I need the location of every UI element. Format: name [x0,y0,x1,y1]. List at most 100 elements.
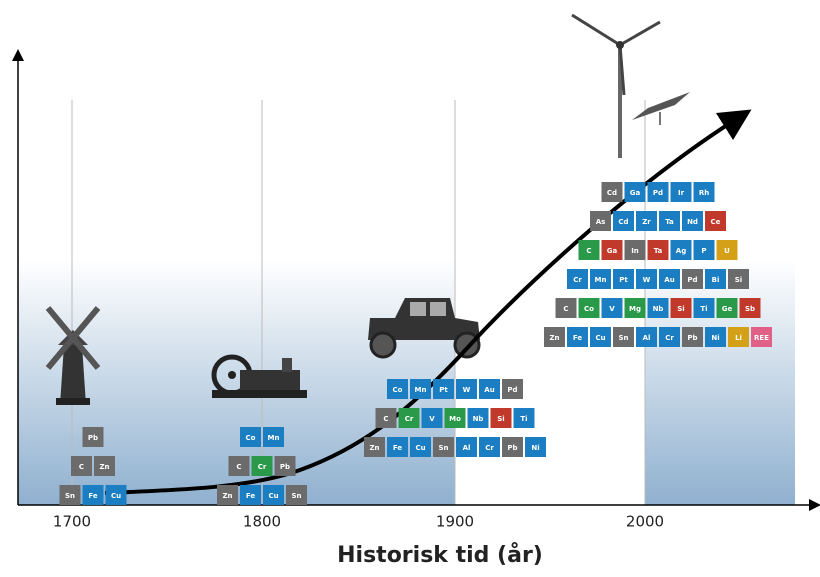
element-symbol: Cu [595,334,605,342]
element-block: Sn [286,485,307,505]
element-block: C [556,298,577,318]
element-symbol: C [563,305,568,313]
element-symbol: Pd [653,189,663,197]
diagram: Historisk tid (år) 1700 1800 1900 2000 Sn Fe… [0,0,820,573]
element-block: Co [240,427,261,447]
element-symbol: Zr [642,218,651,226]
element-symbol: Si [735,276,742,284]
element-symbol: Rh [699,189,709,197]
element-symbol: Ta [654,247,663,255]
year-label: 1900 [436,513,474,531]
element-symbol: Ir [678,189,685,197]
element-block: Pd [682,269,703,289]
element-block: Pt [613,269,634,289]
element-block: Nd [682,211,703,231]
element-symbol: Ta [665,218,674,226]
element-block: Pb [83,427,104,447]
element-symbol: Mn [595,276,607,284]
element-block: Ag [671,240,692,260]
element-symbol: Cr [485,444,494,452]
element-block: Cd [602,182,623,202]
element-symbol: Cr [573,276,582,284]
element-symbol: Zn [222,492,232,500]
element-block: Fe [83,485,104,505]
element-symbol: Sn [65,492,75,500]
element-symbol: Cu [111,492,121,500]
element-block: Zn [364,437,385,457]
element-symbol: In [631,247,639,255]
element-block: Ga [625,182,646,202]
element-symbol: Cr [405,415,414,423]
element-block: Mn [590,269,611,289]
element-symbol: Ti [700,305,707,313]
element-block: REE [751,327,772,347]
year-label: 1700 [53,513,91,531]
element-block: Co [579,298,600,318]
element-symbol: Co [393,386,403,394]
element-symbol: Cd [618,218,628,226]
element-block: Si [671,298,692,318]
element-block: Ni [525,437,546,457]
element-block: Fe [240,485,261,505]
year-label: 2000 [626,513,664,531]
element-symbol: C [586,247,591,255]
element-block: Ce [705,211,726,231]
element-block: Ni [705,327,726,347]
element-symbol: Al [643,334,651,342]
element-block: W [456,379,477,399]
element-block: Cu [263,485,284,505]
element-block: Ta [659,211,680,231]
element-block: Ta [648,240,669,260]
element-symbol: Pd [687,276,697,284]
element-block: Al [456,437,477,457]
axis-label: Historisk tid (år) [337,542,543,568]
element-block: Pb [682,327,703,347]
element-symbol: Si [497,415,504,423]
element-block: Pd [502,379,523,399]
element-block: Pd [648,182,669,202]
element-block: Sb [740,298,761,318]
element-block: Cr [399,408,420,428]
element-block: Cu [590,327,611,347]
element-symbol: As [596,218,606,226]
element-symbol: Ni [531,444,539,452]
element-block: Ir [671,182,692,202]
element-symbol: Cu [268,492,278,500]
element-block: Al [636,327,657,347]
element-symbol: Fe [573,334,582,342]
element-symbol: Pb [507,444,517,452]
element-symbol: Al [463,444,471,452]
element-block: Pt [433,379,454,399]
element-symbol: V [609,305,615,313]
element-symbol: Pd [507,386,517,394]
element-block: As [590,211,611,231]
element-symbol: P [701,247,706,255]
element-block: Ga [602,240,623,260]
element-symbol: Pt [619,276,628,284]
element-symbol: Mo [449,415,461,423]
element-symbol: Mn [268,434,280,442]
element-symbol: C [79,463,84,471]
element-symbol: Cu [415,444,425,452]
element-symbol: Bi [712,276,720,284]
element-symbol: Mg [629,305,641,313]
element-symbol: Zn [549,334,559,342]
element-block: P [694,240,715,260]
element-block: Ge [717,298,738,318]
element-symbol: REE [754,334,769,342]
year-label: 1800 [243,513,281,531]
element-block: Zr [636,211,657,231]
element-symbol: Si [677,305,684,313]
element-block: Sn [60,485,81,505]
element-block: Cr [659,327,680,347]
element-block: Pb [502,437,523,457]
element-block: Si [491,408,512,428]
element-symbol: Ce [711,218,721,226]
element-symbol: Au [484,386,494,394]
element-symbol: Ni [711,334,719,342]
element-block: Cr [479,437,500,457]
element-symbol: Co [584,305,594,313]
element-symbol: Nd [687,218,698,226]
element-symbol: Mn [415,386,427,394]
element-block: Rh [694,182,715,202]
